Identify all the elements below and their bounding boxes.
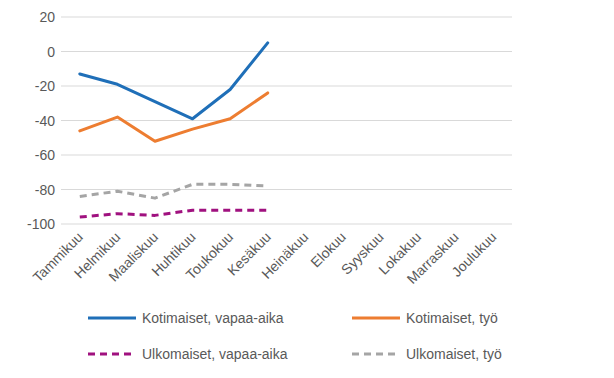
legend-label: Ulkomaiset, vapaa-aika (142, 346, 288, 362)
grid-line (61, 120, 512, 121)
y-tick-label: -40 (35, 113, 55, 129)
x-tick-label: Heinäkuu (258, 229, 311, 282)
legend-label: Kotimaiset, vapaa-aika (142, 310, 284, 326)
y-tick-label: -20 (35, 78, 55, 94)
x-tick-label: Marraskuu (404, 229, 462, 287)
series-line (80, 210, 268, 217)
legend: Kotimaiset, vapaa-aika Kotimaiset, työ Ulk… (88, 310, 502, 362)
grid-line (61, 224, 512, 225)
grid-line (61, 51, 512, 52)
plot-area (80, 43, 268, 217)
x-tick-label: Maaliskuu (105, 229, 161, 285)
legend-swatch (88, 317, 136, 320)
y-tick-label: -60 (35, 147, 55, 163)
series-line (80, 43, 268, 119)
series-line (80, 184, 268, 198)
legend-swatch (88, 353, 136, 356)
grid-line (61, 155, 512, 156)
y-tick-label: 20 (39, 9, 55, 25)
grid-line (61, 86, 512, 87)
chart-container: -100-80-60-40-20020TammikuuHelmikuuMaali… (0, 0, 614, 378)
y-tick-label: -100 (27, 216, 55, 232)
series-line (80, 93, 268, 141)
grid-line (61, 17, 512, 18)
y-tick-label: 0 (47, 44, 55, 60)
legend-swatch (352, 317, 400, 320)
y-tick-label: -80 (35, 182, 55, 198)
grid-line (61, 189, 512, 190)
legend-label: Ulkomaiset, työ (406, 346, 502, 362)
legend-swatch (352, 353, 400, 356)
x-tick-label: Joulukuu (448, 229, 499, 280)
grid (61, 17, 512, 224)
x-tick-label: Toukokuu (183, 229, 237, 283)
legend-label: Kotimaiset, työ (406, 310, 498, 326)
chart-svg: -100-80-60-40-20020TammikuuHelmikuuMaali… (0, 0, 614, 378)
